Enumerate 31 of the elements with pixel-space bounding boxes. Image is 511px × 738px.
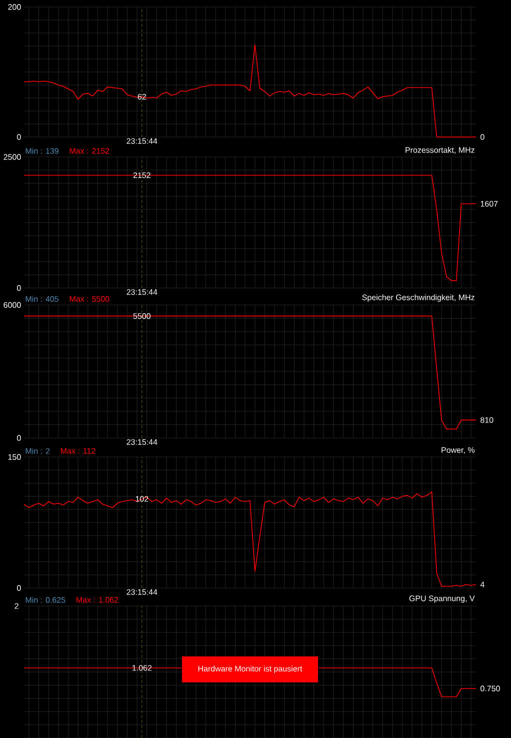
data-label: 0	[480, 134, 484, 140]
y-tick-label: 0	[17, 134, 21, 140]
text: 2	[14, 603, 18, 609]
x-axis-title: 23:15:44	[126, 439, 158, 445]
text: Min : 0.625	[26, 596, 66, 603]
chart-title: Speicher Geschwindigkeit, MHz	[362, 294, 474, 302]
x-axis-title: 23:15:44	[126, 138, 158, 144]
chart-title: Power, %	[442, 447, 475, 454]
text: Max : 112	[61, 448, 96, 454]
chart-title: GPU Spannung, V	[409, 596, 475, 603]
text: Min : 2	[26, 448, 50, 454]
y-tick-label: 200	[8, 4, 21, 10]
x-axis-title: 23:15:44	[126, 589, 158, 595]
annotation: Hardware Monitor ist pausiert	[198, 666, 302, 674]
y-tick-label: 2500	[4, 154, 21, 160]
y-tick-label: 150	[8, 454, 21, 460]
text: Min : 405	[26, 296, 58, 302]
data-label: 0.750	[480, 686, 500, 692]
y-tick-label: 0	[17, 585, 21, 591]
y-tick-label: 0	[17, 435, 21, 441]
text: Max : 1.062	[76, 597, 118, 603]
x-axis-title: 23:15:44	[126, 289, 158, 295]
data-label: 1607	[480, 200, 498, 207]
text: Max : 5500	[70, 296, 110, 302]
text: Max : 2152	[70, 148, 110, 154]
chart-title: Prozessortakt, MHz	[406, 146, 474, 154]
data-label: 810	[480, 417, 494, 423]
y-tick-label: 6000	[4, 302, 21, 308]
text: Min : 139	[26, 148, 58, 154]
y-tick-label: 0	[17, 285, 21, 291]
data-label: 4	[480, 582, 484, 588]
